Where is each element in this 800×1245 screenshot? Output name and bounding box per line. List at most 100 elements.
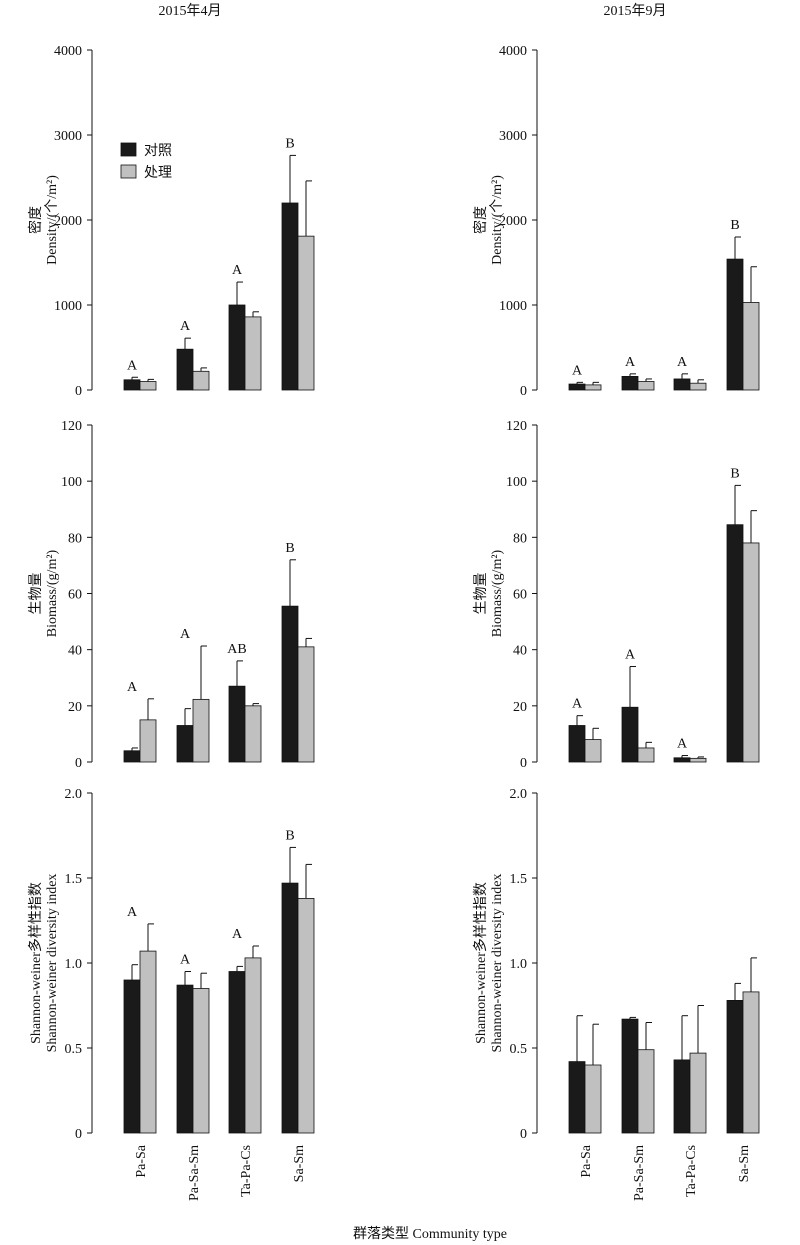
- y-tick-label: 80: [513, 531, 527, 546]
- legend: 对照 处理: [120, 142, 172, 181]
- y-tick-label: 0: [520, 1127, 527, 1142]
- y-tick-label: 3000: [499, 129, 527, 144]
- y-axis-label-en: Density/(个/m²): [489, 175, 505, 265]
- y-tick-label: 0: [75, 1127, 82, 1142]
- y-axis-label-cn: Shannon-weiner多样性指数: [27, 882, 44, 1044]
- y-axis-label-cn: 密度: [27, 206, 44, 234]
- legend-label-control: 对照: [144, 143, 172, 159]
- x-tick-label: Pa-Sa-Sm: [187, 1145, 202, 1201]
- significance-letter: A: [625, 355, 636, 370]
- y-tick-label: 2000: [54, 214, 82, 229]
- significance-letter: A: [572, 697, 583, 712]
- significance-letter: A: [677, 355, 688, 370]
- panel-5: 0 0.5 1.0 1.5 2.0 Shannon-weiner多样性指数 Shannon-…: [27, 787, 315, 1201]
- y-tick-label: 100: [506, 475, 527, 490]
- bar-control: [726, 258, 744, 391]
- bar-treatment: [139, 719, 157, 763]
- bar-treatment: [689, 382, 707, 391]
- significance-letter: A: [180, 953, 191, 968]
- bar-control: [621, 706, 639, 763]
- bar-control: [726, 1000, 744, 1134]
- y-tick-label: 120: [506, 419, 527, 434]
- bar-control: [281, 605, 299, 763]
- bar-control: [568, 383, 586, 391]
- bar-treatment: [584, 384, 602, 391]
- x-tick-label: Pa-Sa: [134, 1144, 149, 1177]
- y-tick-label: 120: [61, 419, 82, 434]
- significance-letter: A: [572, 363, 583, 378]
- bar-control: [568, 1061, 586, 1134]
- significance-letter: A: [180, 319, 191, 334]
- significance-letter: B: [285, 828, 294, 843]
- bar-control: [568, 725, 586, 763]
- bar-control: [123, 750, 141, 763]
- column-title-april: 2015年4月: [159, 3, 222, 19]
- significance-letter: A: [232, 263, 243, 278]
- legend-swatch-treatment: [120, 164, 137, 179]
- bar-treatment: [637, 747, 655, 763]
- y-axis-label-en: Shannon-weiner diversity index: [45, 874, 60, 1053]
- y-tick-label: 20: [68, 700, 82, 715]
- y-axis-label-cn: 密度: [472, 206, 489, 234]
- y-tick-label: 1.5: [65, 872, 83, 887]
- bar-control: [123, 379, 141, 391]
- significance-letter: A: [127, 680, 138, 695]
- bar-control: [228, 304, 246, 391]
- y-tick-label: 100: [61, 475, 82, 490]
- y-tick-label: 1000: [54, 299, 82, 314]
- x-tick-label: Sa-Sm: [737, 1145, 752, 1182]
- y-tick-label: 2000: [499, 214, 527, 229]
- y-axis-label-en: Shannon-weiner diversity index: [490, 874, 505, 1053]
- bar-treatment: [742, 542, 760, 763]
- y-tick-label: 4000: [54, 44, 82, 59]
- bar-treatment: [584, 739, 602, 763]
- y-axis-label-en: Density/(个/m²): [44, 175, 60, 265]
- y-tick-label: 2.0: [510, 787, 528, 802]
- bar-treatment: [192, 698, 210, 763]
- bar-treatment: [742, 302, 760, 391]
- bar-control: [281, 202, 299, 391]
- y-tick-label: 40: [68, 644, 82, 659]
- y-tick-label: 0: [520, 384, 527, 399]
- y-axis-label-cn: 生物量: [473, 573, 489, 615]
- x-axis-title: 群落类型 Community type: [353, 1226, 507, 1242]
- bar-treatment: [297, 646, 315, 763]
- bar-control: [176, 348, 194, 391]
- bar-treatment: [192, 988, 210, 1134]
- significance-letter: AB: [227, 642, 246, 657]
- bar-treatment: [244, 705, 262, 763]
- bar-control: [621, 1018, 639, 1134]
- bar-control: [123, 979, 141, 1134]
- bar-treatment: [244, 316, 262, 391]
- significance-letter: A: [127, 905, 138, 920]
- bar-treatment: [192, 370, 210, 391]
- bar-control: [228, 685, 246, 763]
- significance-letter: B: [730, 466, 739, 481]
- bar-treatment: [742, 991, 760, 1134]
- y-tick-label: 0.5: [510, 1042, 528, 1057]
- bar-treatment: [244, 957, 262, 1134]
- bar-treatment: [689, 757, 707, 763]
- y-tick-label: 40: [513, 644, 527, 659]
- panel-4: 0 20 40 60 80 100 120 生物量 Biomass/(g/m²) A A A B: [473, 419, 760, 771]
- bar-control: [621, 375, 639, 391]
- legend-swatch-control: [120, 142, 137, 157]
- y-tick-label: 80: [68, 531, 82, 546]
- y-tick-label: 1.0: [65, 957, 83, 972]
- y-axis-label-cn: Shannon-weiner多样性指数: [472, 882, 489, 1044]
- y-axis-label-en: Biomass/(g/m²): [490, 549, 505, 637]
- bar-treatment: [139, 381, 157, 391]
- x-tick-label: Pa-Sa: [579, 1144, 594, 1177]
- bar-control: [673, 757, 691, 763]
- significance-letter: A: [232, 927, 243, 942]
- bar-treatment: [689, 1052, 707, 1134]
- y-tick-label: 20: [513, 700, 527, 715]
- significance-letter: B: [285, 136, 294, 151]
- y-tick-label: 60: [68, 588, 82, 603]
- bar-control: [228, 971, 246, 1134]
- bar-control: [176, 984, 194, 1134]
- bar-control: [673, 1059, 691, 1134]
- bar-control: [726, 524, 744, 763]
